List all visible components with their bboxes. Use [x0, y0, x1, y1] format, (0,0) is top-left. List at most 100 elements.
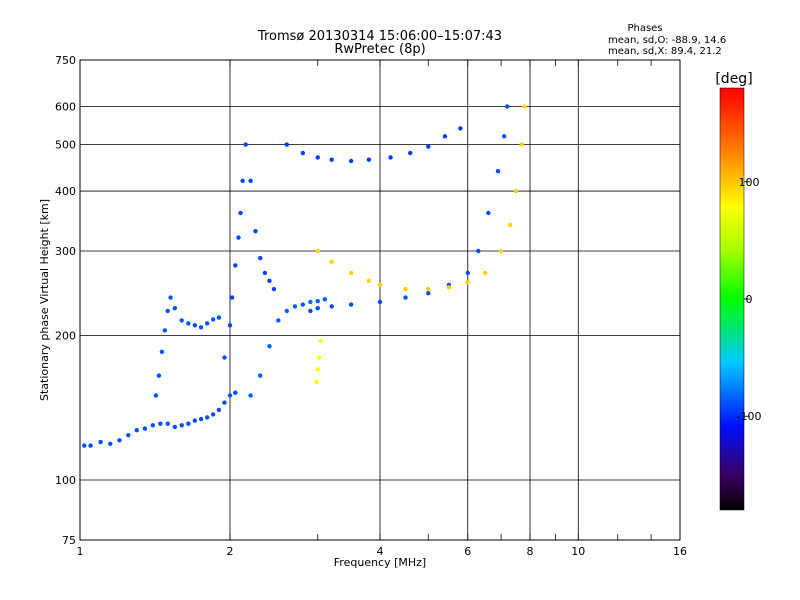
data-point: [186, 421, 191, 426]
data-point: [329, 304, 334, 309]
x-tick-label: 6: [464, 545, 471, 558]
data-point: [348, 158, 354, 164]
data-point: [366, 157, 372, 162]
data-point: [316, 355, 322, 360]
data-point: [465, 280, 470, 285]
data-point: [329, 259, 334, 264]
data-point: [446, 285, 452, 290]
data-point: [498, 248, 504, 254]
data-point: [426, 144, 431, 149]
data-point: [233, 263, 238, 268]
stats-x-line: mean, sd,X: 89.4, 21.2: [608, 46, 722, 57]
data-point: [82, 443, 87, 448]
colorbar-label: [deg]: [715, 71, 752, 87]
y-tick-label: 750: [55, 54, 76, 67]
data-point: [172, 424, 178, 430]
data-point: [284, 142, 289, 147]
data-point: [150, 423, 156, 428]
data-point: [179, 318, 184, 323]
data-point: [229, 295, 235, 300]
data-point: [233, 390, 238, 395]
data-point: [192, 323, 198, 328]
data-point: [348, 270, 354, 276]
data-point: [198, 416, 204, 422]
y-tick-label: 500: [55, 139, 76, 152]
y-tick-label: 100: [55, 474, 76, 487]
data-point: [134, 428, 139, 433]
data-point: [142, 426, 148, 431]
data-point: [442, 134, 448, 139]
data-point: [408, 150, 413, 156]
data-point: [108, 441, 113, 446]
stats-heading: Phases: [627, 23, 662, 34]
data-point: [476, 248, 481, 254]
data-point: [126, 432, 131, 438]
data-point: [253, 228, 258, 234]
data-point: [248, 178, 253, 184]
data-point: [377, 299, 383, 305]
data-point: [465, 270, 470, 276]
data-point: [403, 286, 408, 292]
data-point: [388, 155, 393, 160]
x-tick-label: 10: [571, 545, 585, 558]
data-point: [292, 304, 298, 309]
x-axis-ticks: 1 2 4 6 8 10 16: [77, 60, 687, 558]
data-point: [501, 134, 507, 139]
y-axis-ticks: 75 100 200 300 400 500 600 750: [55, 54, 76, 547]
data-point: [300, 302, 306, 307]
y-tick-label: 400: [55, 185, 76, 198]
data-point: [482, 270, 488, 276]
data-point: [204, 321, 210, 326]
data-point: [236, 235, 241, 240]
data-point: [403, 295, 408, 300]
data-point: [315, 367, 320, 372]
data-point: [227, 393, 233, 398]
data-point: [519, 142, 524, 147]
data-point: [210, 412, 216, 417]
x-tick-label: 4: [377, 545, 384, 558]
x-tick-label: 2: [227, 545, 234, 558]
data-point: [267, 278, 272, 284]
data-point: [216, 407, 222, 413]
data-point: [458, 126, 463, 131]
data-point: [314, 379, 319, 385]
data-point: [284, 308, 289, 314]
data-point: [204, 415, 210, 420]
data-point: [258, 373, 263, 378]
y-tick-label: 300: [55, 245, 76, 258]
data-point: [117, 438, 122, 443]
data-point: [168, 295, 173, 300]
data-point: [495, 168, 501, 174]
y-tick-label: 200: [55, 330, 76, 343]
data-point: [522, 104, 527, 109]
data-point: [186, 321, 191, 326]
data-point: [240, 178, 245, 184]
data-point: [348, 302, 354, 307]
data-point: [165, 308, 170, 314]
data-point: [238, 210, 243, 216]
colorbar-tick-label: -100: [737, 410, 762, 423]
data-point: [513, 188, 519, 194]
data-point: [315, 155, 320, 160]
data-point: [158, 421, 163, 426]
data-point: [156, 373, 162, 378]
data-point: [98, 439, 103, 445]
y-tick-label: 600: [55, 101, 76, 114]
data-point: [162, 328, 168, 333]
data-point: [504, 104, 510, 109]
data-point: [262, 270, 268, 276]
data-point: [159, 349, 165, 354]
y-axis-label: Stationary phase Virtual Height [km]: [38, 199, 51, 401]
data-point: [271, 286, 277, 292]
data-points: [82, 104, 527, 448]
data-point: [366, 278, 372, 284]
data-point: [426, 291, 431, 296]
data-point: [315, 298, 320, 304]
data-point: [153, 393, 159, 398]
data-point: [308, 308, 313, 314]
colorbar-ticks: -100 0 100: [737, 176, 762, 423]
chart-subtitle: RwPretec (8p): [334, 42, 425, 57]
data-point: [276, 318, 281, 323]
data-point: [377, 282, 383, 288]
